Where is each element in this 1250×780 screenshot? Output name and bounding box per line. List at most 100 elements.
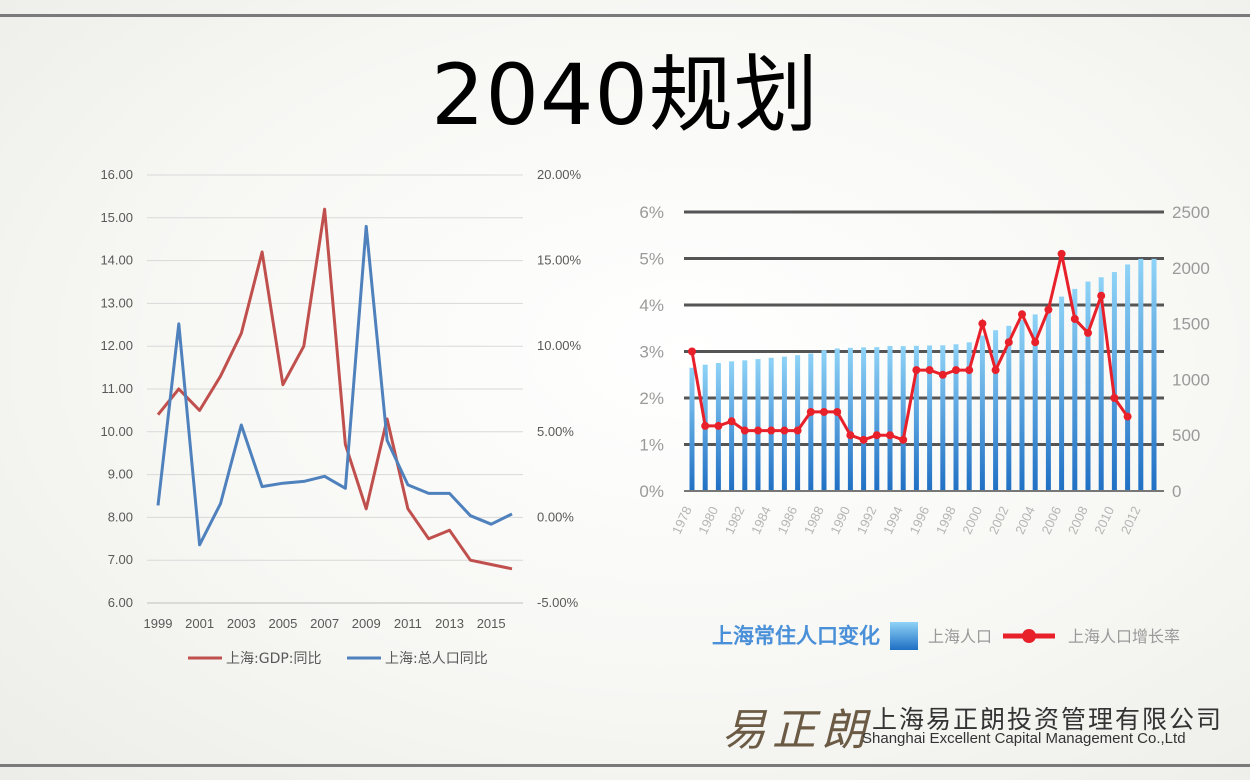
legend-swatch-bars — [890, 622, 918, 650]
population-bar — [953, 344, 959, 491]
y-right-tick-label: 1000 — [1172, 370, 1210, 389]
population-bar — [755, 359, 761, 491]
x-tick-label: 2000 — [959, 504, 985, 537]
growth-rate-point — [1070, 314, 1079, 323]
y-right-tick-label: 2500 — [1172, 203, 1210, 222]
population-bar — [1059, 296, 1065, 491]
x-tick-label: 2007 — [310, 616, 339, 631]
growth-rate-point — [806, 407, 815, 416]
population-bar — [742, 360, 748, 491]
population-bar — [689, 367, 695, 491]
top-rule — [0, 14, 1250, 17]
y-right-tick-label: 20.00% — [537, 167, 582, 182]
company-name-en: Shanghai Excellent Capital Management Co… — [862, 730, 1186, 747]
growth-rate-point — [1018, 310, 1026, 319]
x-tick-label: 1984 — [748, 504, 774, 537]
series-line — [156, 224, 513, 547]
y-left-tick-label: 6.00 — [108, 595, 133, 610]
x-tick-label: 1996 — [907, 504, 933, 537]
growth-rate-point — [688, 347, 696, 356]
growth-rate-point — [912, 366, 921, 375]
growth-rate-point — [899, 435, 908, 444]
population-bar — [927, 345, 933, 491]
y-right-tick-label: 15.00% — [537, 253, 582, 268]
y-left-tick-label: 1% — [639, 436, 664, 455]
population-bar — [1125, 264, 1131, 491]
y-left-tick-label: 3% — [639, 343, 664, 362]
x-tick-label: 2011 — [394, 616, 422, 631]
y-left-tick-label: 4% — [639, 296, 664, 315]
growth-rate-point — [1044, 305, 1053, 314]
growth-rate-point — [1097, 291, 1106, 300]
population-bar — [834, 348, 840, 491]
x-tick-label: 2012 — [1118, 504, 1144, 537]
growth-rate-point — [991, 366, 1000, 375]
population-bar — [821, 350, 827, 491]
x-tick-label: 2002 — [986, 504, 1012, 537]
y-left-tick-label: 8.00 — [108, 509, 133, 524]
legend-label: 上海:GDP:同比 — [226, 651, 322, 667]
growth-rate-point — [872, 431, 881, 440]
y-left-tick-label: 13.00 — [100, 295, 133, 310]
growth-rate-point — [1084, 328, 1092, 337]
population-bar — [940, 345, 946, 491]
y-right-tick-label: 0.00% — [537, 509, 574, 524]
x-tick-label: 1992 — [854, 504, 880, 537]
x-tick-label: 1986 — [775, 504, 801, 537]
y-left-tick-label: 16.00 — [100, 167, 133, 182]
growth-rate-point — [1031, 338, 1040, 347]
growth-rate-point — [886, 431, 894, 440]
legend-label: 上海人口增长率 — [1068, 627, 1180, 646]
growth-rate-point — [925, 366, 934, 375]
page-title: 2040规划 — [431, 46, 819, 144]
company-logo: 易正朗 — [722, 705, 872, 756]
x-tick-label: 2009 — [352, 616, 381, 631]
growth-rate-point — [1123, 412, 1132, 421]
y-left-tick-label: 10.00 — [100, 424, 133, 439]
x-tick-label: 1994 — [880, 504, 906, 537]
y-left-tick-label: 6% — [639, 203, 664, 222]
x-tick-label: 2013 — [435, 616, 464, 631]
growth-rate-point — [1110, 394, 1119, 402]
population-bar — [1019, 319, 1025, 491]
population-bar — [729, 361, 735, 491]
x-tick-label: 2008 — [1065, 504, 1091, 537]
series-line — [156, 207, 513, 571]
growth-rate-point — [1057, 249, 1066, 258]
legend-swatch-marker — [1022, 629, 1036, 643]
population-bar — [993, 330, 999, 491]
x-tick-label: 2004 — [1012, 504, 1038, 537]
y-left-tick-label: 2% — [639, 389, 664, 408]
y-right-tick-label: 5.00% — [537, 424, 574, 439]
company-name-cn: 上海易正朗投资管理有限公司 — [872, 705, 1224, 734]
growth-rate-point — [965, 366, 974, 375]
x-tick-label: 2015 — [477, 616, 506, 631]
x-tick-label: 1988 — [801, 504, 827, 537]
population-bar — [768, 357, 774, 491]
growth-rate-point — [714, 421, 723, 430]
population-bar — [1072, 288, 1078, 491]
y-left-tick-label: 0% — [639, 482, 664, 501]
population-bar — [1045, 307, 1051, 491]
x-tick-label: 1980 — [695, 504, 721, 537]
population-bar — [1138, 258, 1144, 491]
y-left-tick-label: 5% — [639, 250, 664, 269]
y-right-tick-label: -5.00% — [537, 595, 579, 610]
y-left-tick-label: 11.00 — [101, 381, 133, 396]
population-bar — [874, 347, 880, 491]
population-bar — [913, 345, 919, 491]
growth-rate-point — [701, 421, 710, 430]
y-left-tick-label: 15.00 — [100, 210, 133, 225]
x-tick-label: 2005 — [268, 616, 297, 631]
x-tick-label: 1978 — [669, 504, 695, 537]
population-bar — [979, 335, 985, 491]
y-right-tick-label: 10.00% — [537, 338, 582, 353]
growth-rate-point — [727, 417, 736, 426]
x-tick-label: 2010 — [1091, 504, 1117, 537]
population-bar — [795, 355, 801, 491]
y-left-tick-label: 14.00 — [100, 253, 133, 268]
growth-rate-point — [952, 366, 960, 375]
population-bar — [1151, 258, 1157, 491]
population-bar — [861, 347, 867, 491]
